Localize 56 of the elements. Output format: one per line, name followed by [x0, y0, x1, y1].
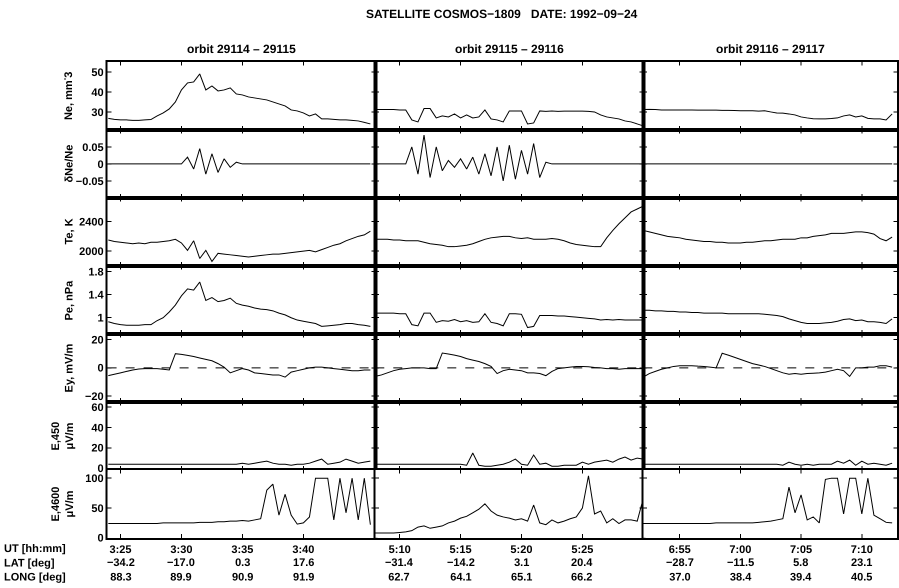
y-tick-label: 0 — [98, 362, 104, 375]
y-axis-title: E,4600 μV/m — [50, 486, 76, 522]
y-tick-label: 40 — [91, 86, 104, 99]
y-axis-title: E,450 μV/m — [50, 422, 76, 450]
y-tick-label: 0 — [98, 532, 104, 545]
y-tick-label: 60 — [91, 402, 104, 414]
text: −34.2 88.3 — [107, 557, 135, 584]
y-tick-label: 1 — [98, 312, 104, 325]
text: SATELLITE COSMOS−1809 DATE: 1992−09−24 — [366, 7, 638, 21]
y-tick-label: 20 — [91, 442, 104, 455]
text: 5.8 39.4 — [790, 557, 812, 584]
text: −14.2 64.1 — [447, 557, 475, 584]
text: 17.6 91.9 — [293, 557, 314, 584]
y-tick-label: 2000 — [79, 246, 104, 258]
y-axis-title: Te, K — [64, 218, 76, 245]
y-tick-label: 50 — [91, 66, 104, 79]
x-tick-label: 3:25 — [110, 544, 132, 556]
text: −28.7 37.0 — [666, 557, 694, 584]
y-tick-label: −0.05 — [76, 176, 104, 188]
y-tick-label: 30 — [91, 106, 104, 119]
text: −31.4 62.7 — [385, 557, 414, 584]
y-tick-label: 20 — [91, 334, 104, 346]
chart-title: orbit 29114 – 29115 — [187, 42, 296, 56]
y-tick-label: 2400 — [79, 216, 104, 228]
x-tick-label: 7:05 — [790, 544, 812, 556]
y-axis-title: Pe, nPa — [64, 280, 76, 320]
y-tick-label: 100 — [85, 473, 104, 486]
x-tick-label: 3:35 — [231, 544, 254, 556]
y-tick-label: 0.05 — [82, 142, 104, 154]
text: −17.0 89.9 — [167, 557, 195, 584]
x-tick-label: 5:15 — [450, 544, 472, 556]
y-tick-label: 0 — [98, 158, 104, 171]
text: 3.1 65.1 — [511, 557, 532, 584]
x-tick-label: 3:30 — [170, 544, 192, 556]
y-tick-label: 40 — [91, 422, 104, 434]
text: 23.1 40.5 — [851, 557, 872, 584]
y-tick-label: 1.8 — [88, 266, 104, 279]
x-tick-label: 6:55 — [668, 544, 691, 556]
y-tick-label: 1.4 — [88, 290, 105, 302]
x-tick-label: 3:40 — [292, 544, 314, 556]
y-tick-label: −20 — [84, 391, 104, 404]
text: 20.4 66.2 — [571, 557, 594, 584]
y-tick-label: 0 — [98, 463, 104, 476]
text: UT [hh:mm] LAT [deg] LONG [deg] — [4, 543, 66, 584]
text: 0.3 90.9 — [232, 557, 254, 584]
y-axis-title: δNe/Ne — [64, 144, 76, 183]
y-tick-label: 50 — [91, 502, 104, 515]
chart-title: orbit 29115 – 29116 — [455, 42, 564, 56]
x-tick-label: 7:10 — [850, 544, 873, 556]
text: −11.5 38.4 — [727, 557, 754, 584]
y-axis-title: Ey, mV/m — [64, 344, 76, 392]
chart-title: orbit 29116 – 29117 — [716, 42, 826, 56]
x-tick-label: 5:20 — [510, 544, 532, 556]
x-tick-label: 5:10 — [388, 544, 411, 556]
x-tick-label: 5:25 — [571, 544, 594, 556]
x-tick-label: 7:00 — [729, 544, 752, 556]
